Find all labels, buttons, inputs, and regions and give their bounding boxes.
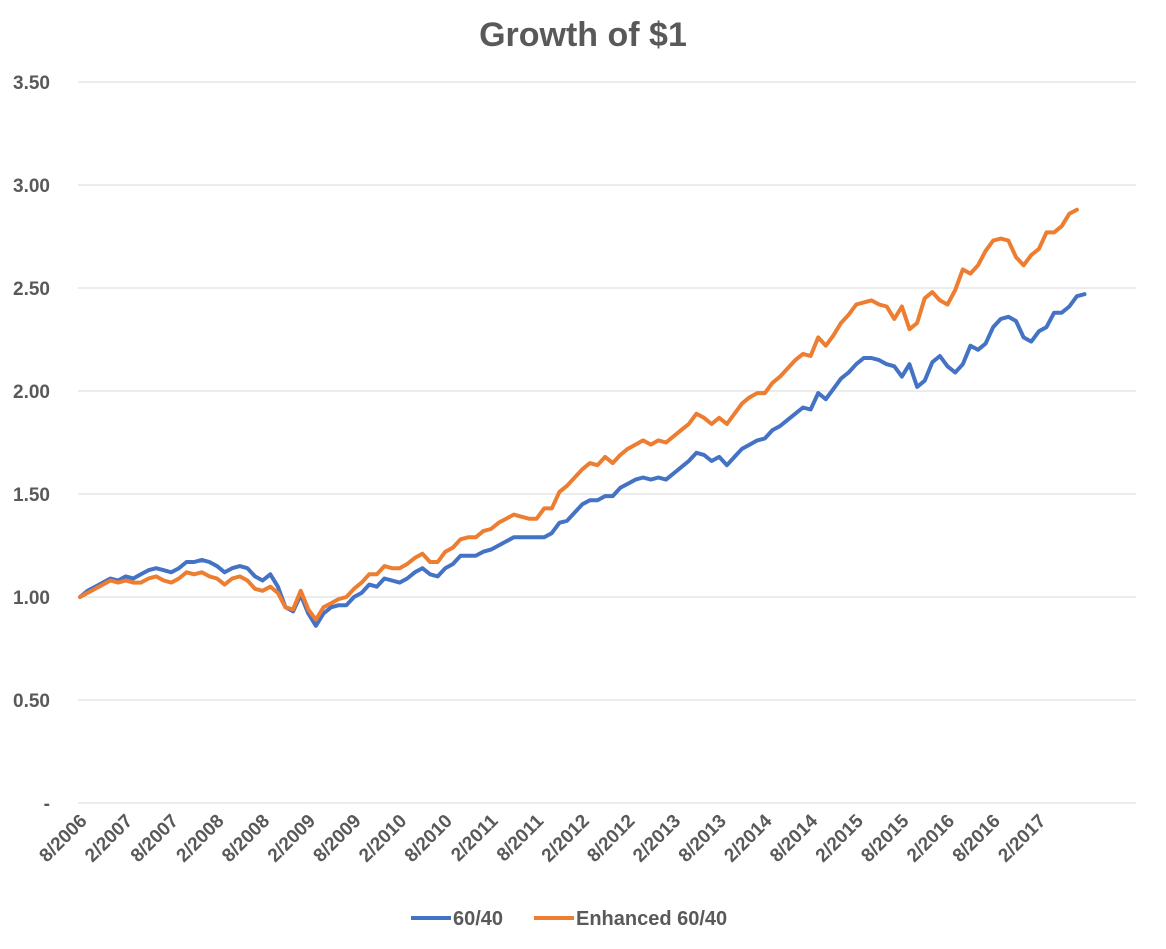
gridlines (78, 81, 1136, 701)
y-tick-label: 1.00 (13, 588, 50, 609)
x-tick-label: 2/2007 (81, 811, 137, 867)
x-tick-label: 2/2008 (173, 811, 229, 867)
x-tick-label: 8/2010 (401, 811, 457, 867)
x-tick-label: 8/2007 (127, 811, 183, 867)
x-tick-label: 8/2016 (949, 811, 1005, 867)
x-tick-label: 8/2015 (857, 810, 913, 866)
chart-title: Growth of $1 (479, 16, 687, 54)
x-tick-label: 8/2014 (766, 810, 822, 866)
x-tick-label: 2/2016 (903, 811, 959, 867)
legend-label-1: Enhanced 60/40 (576, 908, 727, 930)
x-tick-label: 8/2008 (218, 811, 274, 867)
x-tick-label: 2/2015 (812, 810, 868, 866)
y-tick-label: - (44, 794, 50, 815)
x-tick-label: 8/2013 (675, 811, 731, 867)
y-tick-label: 3.50 (13, 73, 50, 94)
series-lines (78, 207, 1087, 628)
legend-label-0: 60/40 (453, 908, 503, 930)
y-tick-label: 3.00 (13, 176, 50, 197)
x-tick-label: 8/2006 (36, 811, 92, 867)
x-tick-label: 2/2017 (994, 811, 1050, 867)
x-tick-label: 2/2009 (264, 811, 320, 867)
y-tick-label: 2.50 (13, 279, 50, 300)
series-line-1 (78, 207, 1079, 622)
x-tick-label: 2/2012 (538, 811, 594, 867)
x-tick-label: 8/2012 (584, 811, 640, 867)
y-tick-label: 1.50 (13, 485, 50, 506)
y-tick-label: 2.00 (13, 382, 50, 403)
x-tick-label: 2/2010 (355, 811, 411, 867)
x-tick-label: 2/2014 (720, 810, 776, 866)
x-axis-tick-labels: 8/20062/20078/20072/20088/20082/20098/20… (36, 810, 1051, 866)
legend: 60/40 Enhanced 60/40 (411, 908, 727, 930)
series-line-0 (78, 292, 1087, 628)
x-tick-label: 8/2011 (493, 810, 549, 866)
x-tick-label: 8/2009 (310, 811, 366, 867)
x-tick-label: 2/2013 (629, 811, 685, 867)
y-tick-label: 0.50 (13, 691, 50, 712)
x-tick-label: 2/2011 (447, 810, 503, 866)
y-axis-tick-labels: - 0.50 1.00 1.50 2.00 2.50 3.00 3.50 (13, 73, 50, 815)
